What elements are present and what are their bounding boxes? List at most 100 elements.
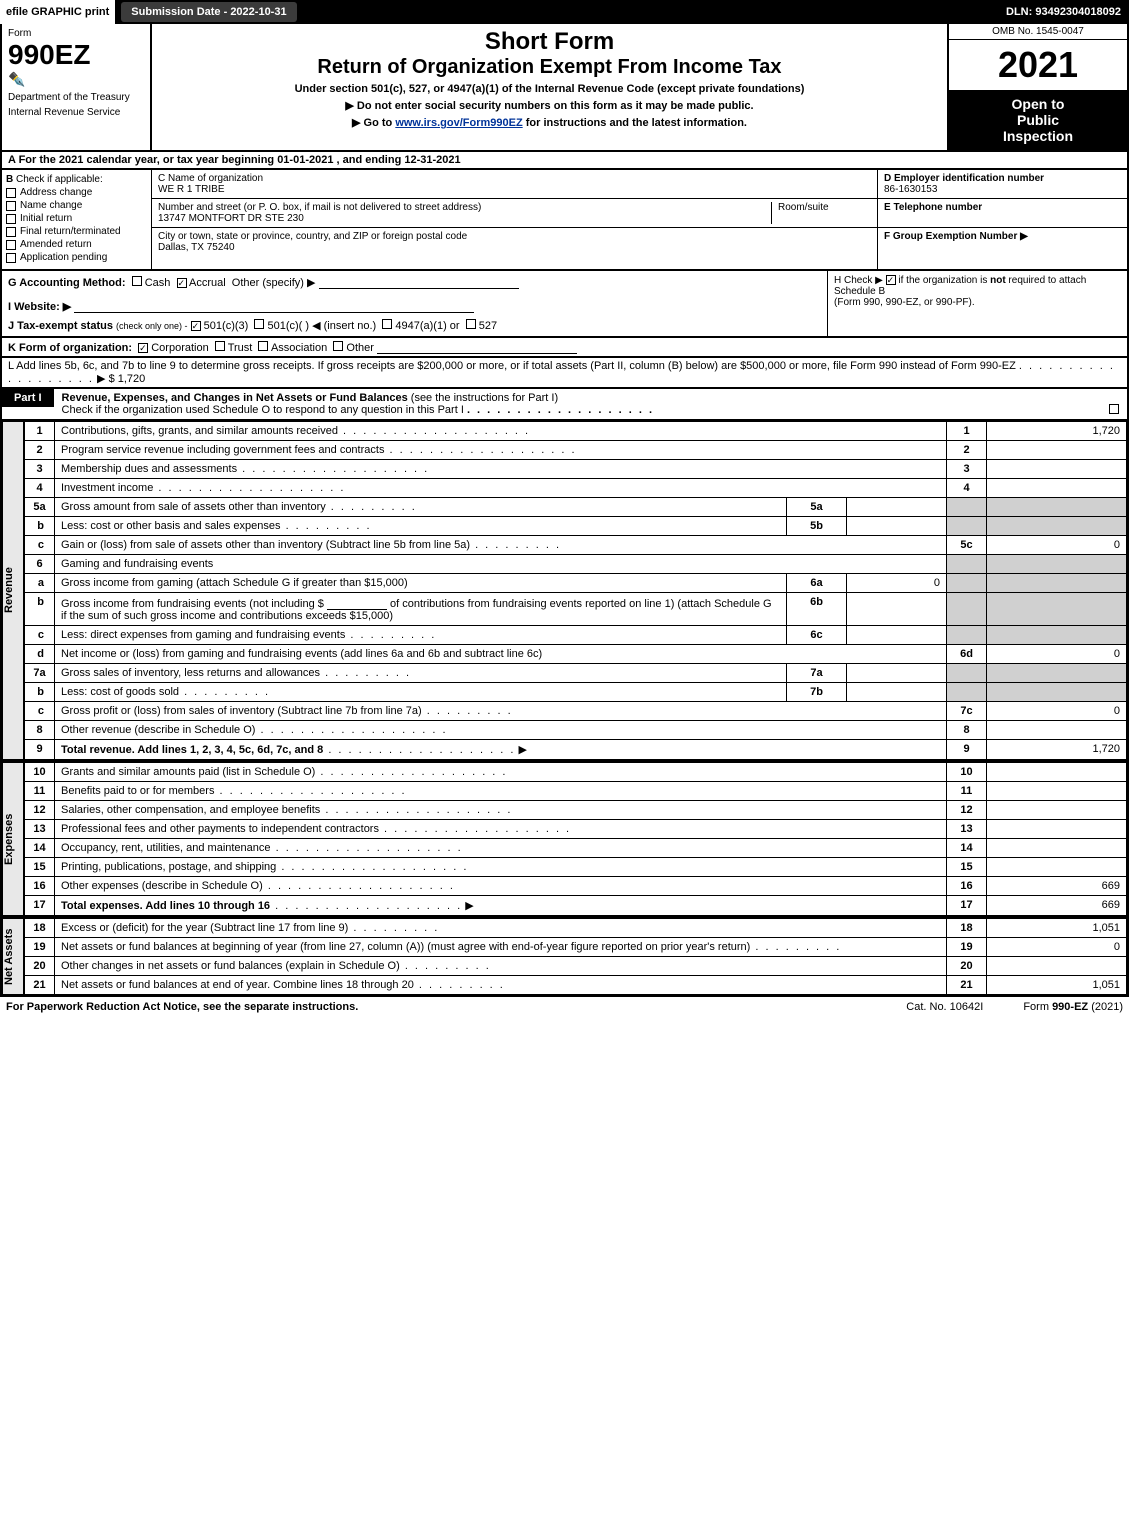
col-d: D Employer identification number 86-1630… <box>877 170 1127 269</box>
checkbox-501c3[interactable] <box>191 321 201 331</box>
checkbox-initial-return[interactable] <box>6 214 16 224</box>
form-header: Form 990EZ ✒️ Department of the Treasury… <box>0 24 1129 152</box>
expenses-table: 10Grants and similar amounts paid (list … <box>24 762 1127 916</box>
line-6d: dNet income or (loss) from gaming and fu… <box>25 645 1127 664</box>
h-text2: if the organization is <box>898 275 990 286</box>
submission-date: Submission Date - 2022-10-31 <box>121 2 296 22</box>
checkbox-address-change[interactable] <box>6 188 16 198</box>
amended-label: Amended return <box>20 239 92 250</box>
initial-label: Initial return <box>20 213 72 224</box>
tax-year: 2021 <box>949 40 1127 90</box>
line-15: 15Printing, publications, postage, and s… <box>25 858 1127 877</box>
notice-post: for instructions and the latest informat… <box>523 117 747 129</box>
line-5c: cGain or (loss) from sale of assets othe… <box>25 536 1127 555</box>
part1-title: Revenue, Expenses, and Changes in Net As… <box>62 392 408 404</box>
checkbox-sched-b[interactable] <box>886 275 896 285</box>
i-label: I Website: ▶ <box>8 301 71 313</box>
line-17: 17Total expenses. Add lines 10 through 1… <box>25 896 1127 916</box>
website-field[interactable] <box>74 299 474 313</box>
l-arrow: ▶ <box>97 373 105 385</box>
line-4: 4Investment income4 <box>25 479 1127 498</box>
fundraising-amount-field[interactable] <box>327 596 387 610</box>
part1-tag: Part I <box>2 389 54 407</box>
checkbox-4947[interactable] <box>382 319 392 329</box>
checkbox-527[interactable] <box>466 319 476 329</box>
inspection-box: Open to Public Inspection <box>949 90 1127 150</box>
dept-treasury: Department of the Treasury <box>8 92 144 103</box>
checkbox-trust[interactable] <box>215 341 225 351</box>
c-name-label: C Name of organization <box>158 173 871 184</box>
info-grid: B Check if applicable: Address change Na… <box>0 170 1129 271</box>
dept-irs: Internal Revenue Service <box>8 107 144 118</box>
checkbox-sched-o-part1[interactable] <box>1109 404 1119 414</box>
line-5a: 5aGross amount from sale of assets other… <box>25 498 1127 517</box>
checkbox-final-return[interactable] <box>6 227 16 237</box>
other-specify-field[interactable] <box>319 275 519 289</box>
checkbox-amended[interactable] <box>6 240 16 250</box>
revenue-section: Revenue 1Contributions, gifts, grants, a… <box>0 421 1129 762</box>
inspection-1: Open to <box>953 96 1123 112</box>
part1-desc: Revenue, Expenses, and Changes in Net As… <box>54 389 1127 419</box>
line-5b: bLess: cost or other basis and sales exp… <box>25 517 1127 536</box>
pending-label: Application pending <box>20 252 107 263</box>
dln: DLN: 93492304018092 <box>1006 6 1129 18</box>
checkbox-corp[interactable] <box>138 343 148 353</box>
k-row: K Form of organization: Corporation Trus… <box>0 338 1129 358</box>
part1-check: Check if the organization used Schedule … <box>62 404 464 416</box>
expenses-sidelabel: Expenses <box>2 762 24 916</box>
line-13: 13Professional fees and other payments t… <box>25 820 1127 839</box>
checkbox-501c[interactable] <box>254 319 264 329</box>
netassets-table: 18Excess or (deficit) for the year (Subt… <box>24 918 1127 995</box>
checkbox-name-change[interactable] <box>6 201 16 211</box>
topbar: efile GRAPHIC print Submission Date - 20… <box>0 0 1129 24</box>
checkbox-pending[interactable] <box>6 253 16 263</box>
row-a: A For the 2021 calendar year, or tax yea… <box>0 152 1129 170</box>
line-8: 8Other revenue (describe in Schedule O)8 <box>25 721 1127 740</box>
part1-dots <box>467 404 654 416</box>
checkbox-accrual[interactable] <box>177 278 187 288</box>
footer-left: For Paperwork Reduction Act Notice, see … <box>6 1001 866 1013</box>
h-text5: (Form 990, 990-EZ, or 990-PF). <box>834 297 975 308</box>
b-label: B <box>6 174 13 185</box>
j-label: J Tax-exempt status <box>8 320 113 332</box>
final-label: Final return/terminated <box>20 226 121 237</box>
line-1: 1Contributions, gifts, grants, and simil… <box>25 422 1127 441</box>
city-label: City or town, state or province, country… <box>158 231 871 242</box>
line-18: 18Excess or (deficit) for the year (Subt… <box>25 919 1127 938</box>
line-11: 11Benefits paid to or for members11 <box>25 782 1127 801</box>
line-20: 20Other changes in net assets or fund ba… <box>25 957 1127 976</box>
line-9: 9Total revenue. Add lines 1, 2, 3, 4, 5c… <box>25 740 1127 760</box>
line-6b: bGross income from fundraising events (n… <box>25 593 1127 626</box>
line-2: 2Program service revenue including gover… <box>25 441 1127 460</box>
ein-label: D Employer identification number <box>884 173 1044 184</box>
form-label: Form <box>8 28 144 39</box>
omb-number: OMB No. 1545-0047 <box>949 24 1127 40</box>
inspection-2: Public <box>953 112 1123 128</box>
netassets-section: Net Assets 18Excess or (deficit) for the… <box>0 918 1129 997</box>
line-16: 16Other expenses (describe in Schedule O… <box>25 877 1127 896</box>
k-label: K Form of organization: <box>8 342 132 354</box>
l-text: L Add lines 5b, 6c, and 7b to line 9 to … <box>8 360 1016 372</box>
h-text1: H Check ▶ <box>834 275 883 286</box>
other-label: Other (specify) ▶ <box>232 277 316 289</box>
h-section: H Check ▶ if the organization is not req… <box>827 271 1127 336</box>
addr-change-label: Address change <box>20 187 92 198</box>
revenue-sidelabel: Revenue <box>2 421 24 760</box>
irs-link[interactable]: www.irs.gov/Form990EZ <box>395 117 522 129</box>
line-10: 10Grants and similar amounts paid (list … <box>25 763 1127 782</box>
header-left: Form 990EZ ✒️ Department of the Treasury… <box>2 24 152 150</box>
checkbox-cash[interactable] <box>132 276 142 286</box>
group-label: F Group Exemption Number ▶ <box>884 231 1028 242</box>
other-org-field[interactable] <box>377 340 577 354</box>
street: 13747 MONTFORT DR STE 230 <box>158 213 771 224</box>
checkbox-other-org[interactable] <box>333 341 343 351</box>
part1-header: Part I Revenue, Expenses, and Changes in… <box>0 389 1129 421</box>
notice-ssn: ▶ Do not enter social security numbers o… <box>162 99 937 112</box>
return-title: Return of Organization Exempt From Incom… <box>162 56 937 79</box>
line-6: 6Gaming and fundraising events <box>25 555 1127 574</box>
k-other: Other <box>346 342 374 354</box>
checkbox-assoc[interactable] <box>258 341 268 351</box>
header-right: OMB No. 1545-0047 2021 Open to Public In… <box>947 24 1127 150</box>
line-19: 19Net assets or fund balances at beginni… <box>25 938 1127 957</box>
b-sub: Check if applicable: <box>16 174 103 185</box>
